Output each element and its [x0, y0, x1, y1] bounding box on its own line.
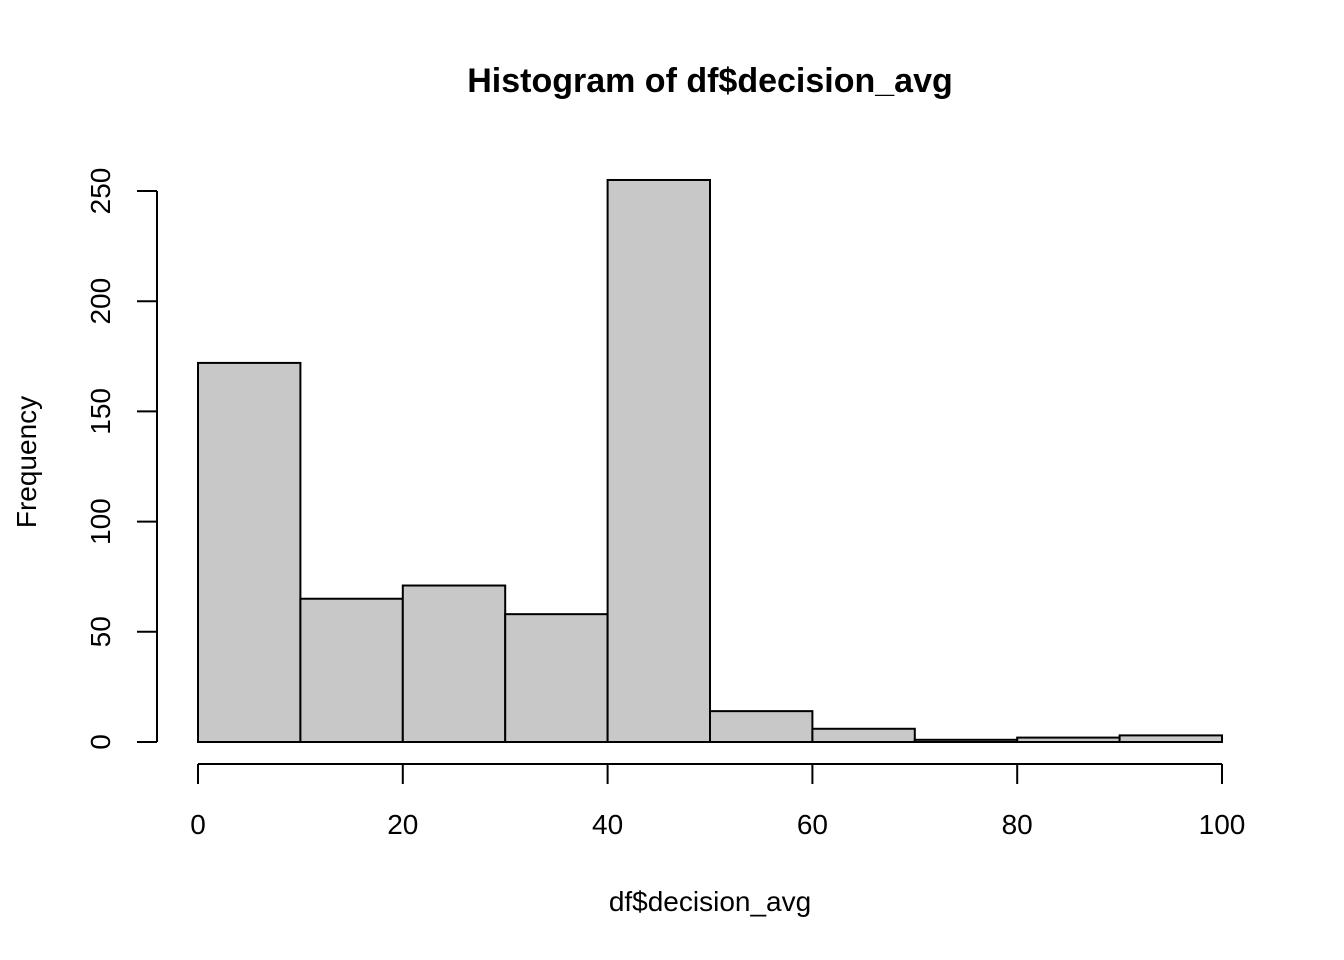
- histogram-bar-10-20: [299, 597, 404, 743]
- x-tick-label: 100: [1199, 809, 1246, 840]
- y-tick-label: 50: [85, 616, 116, 647]
- x-tick-label: 40: [592, 809, 623, 840]
- x-axis: 0 20 40 60 80 100: [190, 763, 1246, 840]
- x-tick-label: 20: [387, 809, 418, 840]
- histogram-bar-60-70: [811, 727, 916, 744]
- x-tick-label: 80: [1002, 809, 1033, 840]
- y-tick-label: 150: [85, 388, 116, 435]
- histogram-bar-90-100: [1118, 734, 1223, 744]
- histogram-bar-80-90: [1016, 736, 1121, 743]
- x-tick-label: 0: [190, 809, 206, 840]
- histogram-bar-0-10: [197, 361, 302, 743]
- histogram-bar-70-80: [913, 738, 1019, 744]
- x-tick-label: 60: [797, 809, 828, 840]
- chart-title: Histogram of df$decision_avg: [467, 62, 953, 100]
- histogram-bar-20-30: [401, 584, 507, 743]
- y-tick-label: 200: [85, 278, 116, 325]
- bars-group: [197, 178, 1223, 744]
- y-tick-label: 250: [85, 168, 116, 215]
- y-tick-label: 100: [85, 498, 116, 545]
- y-axis-label: Frequency: [11, 396, 42, 528]
- x-axis-label: df$decision_avg: [609, 886, 811, 917]
- histogram-bar-30-40: [504, 613, 609, 744]
- y-tick-label: 0: [85, 734, 116, 750]
- y-axis: 0 50 100 150 200 250: [85, 168, 158, 750]
- histogram-bar-40-50: [606, 178, 711, 744]
- histogram-bar-50-60: [709, 710, 814, 743]
